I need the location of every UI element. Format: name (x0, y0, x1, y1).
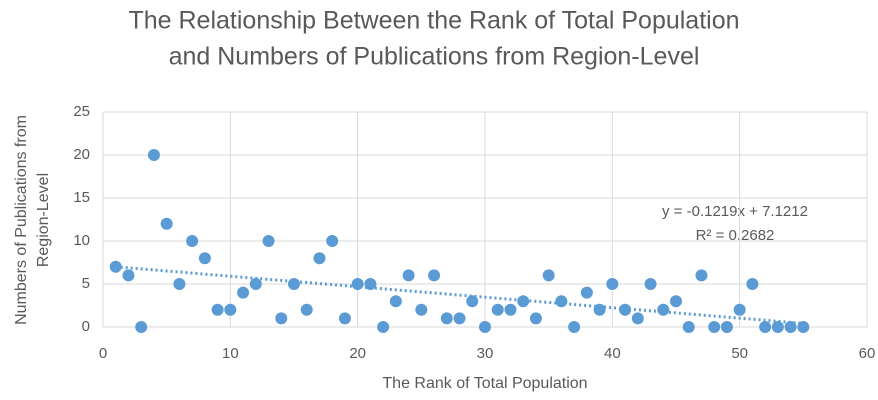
point (606, 278, 619, 290)
point (440, 312, 453, 325)
y-tick-label: 20 (73, 146, 90, 163)
point (580, 286, 593, 299)
x-axis-label: The Rank of Total Population (382, 375, 587, 392)
point (733, 303, 746, 316)
point (619, 303, 632, 316)
x-tick-label: 20 (349, 345, 366, 362)
point (275, 312, 288, 325)
point (593, 303, 606, 316)
point (160, 217, 173, 230)
point (224, 303, 237, 316)
y-axis-label: Numbers of Publications from Region-Leve… (13, 115, 52, 325)
point (415, 303, 428, 316)
y-tick-label: 0 (82, 318, 90, 335)
point (389, 295, 402, 308)
y-tick-label: 25 (73, 103, 90, 120)
point (198, 252, 211, 265)
point (377, 321, 390, 333)
point (211, 303, 224, 316)
point (262, 235, 275, 247)
point (708, 321, 721, 333)
point (288, 278, 300, 290)
point (249, 278, 262, 290)
point (466, 295, 479, 308)
point (529, 312, 542, 325)
point (109, 260, 122, 273)
equation-label: y = -0.1219x + 7.1212 (662, 203, 808, 220)
point (542, 269, 555, 282)
point (670, 295, 682, 308)
point (771, 321, 784, 333)
x-tick-label: 0 (99, 345, 107, 362)
point (657, 303, 670, 316)
point (122, 269, 135, 282)
point (428, 269, 441, 282)
point (300, 303, 313, 316)
point (173, 278, 186, 290)
x-tick-label: 10 (222, 345, 239, 362)
point (364, 278, 377, 290)
point (479, 321, 491, 333)
point (453, 312, 466, 325)
point (555, 295, 568, 308)
point (135, 321, 148, 333)
point (237, 286, 250, 299)
point (402, 269, 415, 282)
x-tick-label: 60 (859, 345, 876, 362)
chart-title: and Numbers of Publications from Region-… (169, 43, 700, 71)
point (720, 321, 733, 333)
x-tick-label: 30 (477, 345, 494, 362)
point (351, 278, 364, 290)
point (568, 321, 581, 333)
y-tick-label: 5 (82, 275, 90, 292)
y-tick-label: 10 (73, 232, 90, 249)
point (797, 321, 810, 333)
r-squared-label: R² = 0.2682 (696, 227, 775, 244)
chart-title: The Relationship Between the Rank of Tot… (128, 7, 739, 35)
point (631, 312, 644, 325)
x-tick-label: 40 (604, 345, 621, 362)
point (695, 269, 708, 282)
point (338, 312, 351, 325)
point (313, 252, 326, 265)
point (759, 321, 772, 333)
y-tick-label: 15 (73, 189, 90, 206)
point (491, 303, 504, 316)
point (517, 295, 530, 308)
point (504, 303, 517, 316)
point (147, 149, 160, 161)
point (186, 235, 199, 247)
point (644, 278, 657, 290)
y-axis-label-line: Numbers of Publications from (13, 115, 30, 325)
point (784, 321, 797, 333)
x-tick-label: 50 (731, 345, 748, 362)
point (746, 278, 759, 290)
point (682, 321, 695, 333)
point (326, 235, 339, 247)
y-axis-label-line: Region-Level (35, 173, 52, 267)
